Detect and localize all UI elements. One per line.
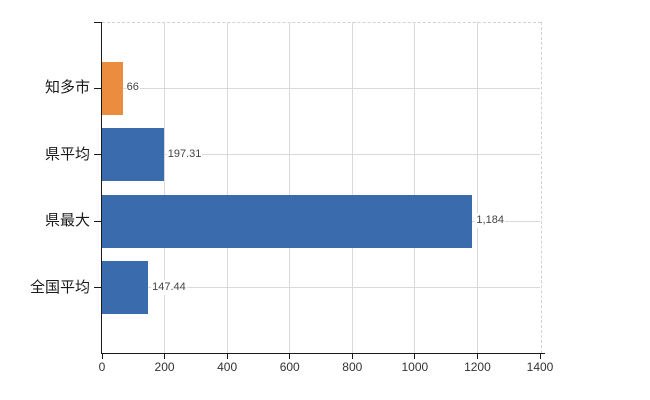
- x-axis-tick-label: 400: [217, 360, 238, 374]
- x-gridline: [476, 22, 478, 353]
- x-axis-tick: [539, 354, 541, 359]
- category-gridline: [102, 287, 540, 289]
- bar-value-label: 197.31: [166, 146, 203, 162]
- x-axis-tick-label: 200: [154, 360, 175, 374]
- y-axis-end-tick: [94, 21, 101, 23]
- x-axis-tick-label: 1200: [464, 360, 491, 374]
- y-axis-line: [100, 22, 102, 354]
- x-axis-tick: [476, 354, 478, 359]
- y-axis-tick: [94, 220, 101, 222]
- x-axis-tick-label: 1400: [526, 360, 554, 374]
- x-axis-tick: [289, 354, 291, 359]
- category-gridline: [102, 154, 540, 156]
- x-axis-tick: [164, 354, 166, 359]
- bar-value-label: 1,184: [475, 213, 505, 229]
- x-gridline: [164, 22, 166, 353]
- category-label: 知多市: [44, 79, 90, 97]
- x-axis-tick-label: 800: [342, 360, 363, 374]
- plot-right-border: [540, 22, 542, 353]
- category-label: 全国平均: [29, 278, 90, 296]
- category-gridline: [102, 87, 540, 89]
- x-axis-line: [100, 352, 545, 354]
- x-gridline: [226, 22, 228, 353]
- x-axis-tick-label: 1000: [401, 360, 429, 374]
- bar-value-label: 66: [125, 80, 140, 96]
- x-gridline: [289, 22, 291, 353]
- x-axis-tick: [351, 354, 353, 359]
- bar-2: [102, 194, 473, 248]
- bar-3: [102, 261, 149, 315]
- plot-top-border: [102, 21, 541, 23]
- category-label: 県平均: [44, 145, 90, 163]
- bar-1: [102, 128, 164, 182]
- x-axis-tick-label: 600: [279, 360, 300, 374]
- category-label: 県最大: [44, 212, 90, 230]
- x-axis-tick-label: 0: [98, 360, 106, 374]
- x-axis-tick: [414, 354, 416, 359]
- bar-0: [102, 61, 123, 115]
- x-axis-tick: [101, 354, 103, 359]
- bar-value-label: 147.44: [151, 279, 187, 295]
- y-axis-tick: [94, 87, 101, 89]
- y-axis-tick: [94, 287, 101, 289]
- y-axis-tick: [94, 154, 101, 156]
- x-axis-tick: [226, 354, 228, 359]
- x-gridline: [414, 22, 416, 353]
- x-gridline: [351, 22, 353, 353]
